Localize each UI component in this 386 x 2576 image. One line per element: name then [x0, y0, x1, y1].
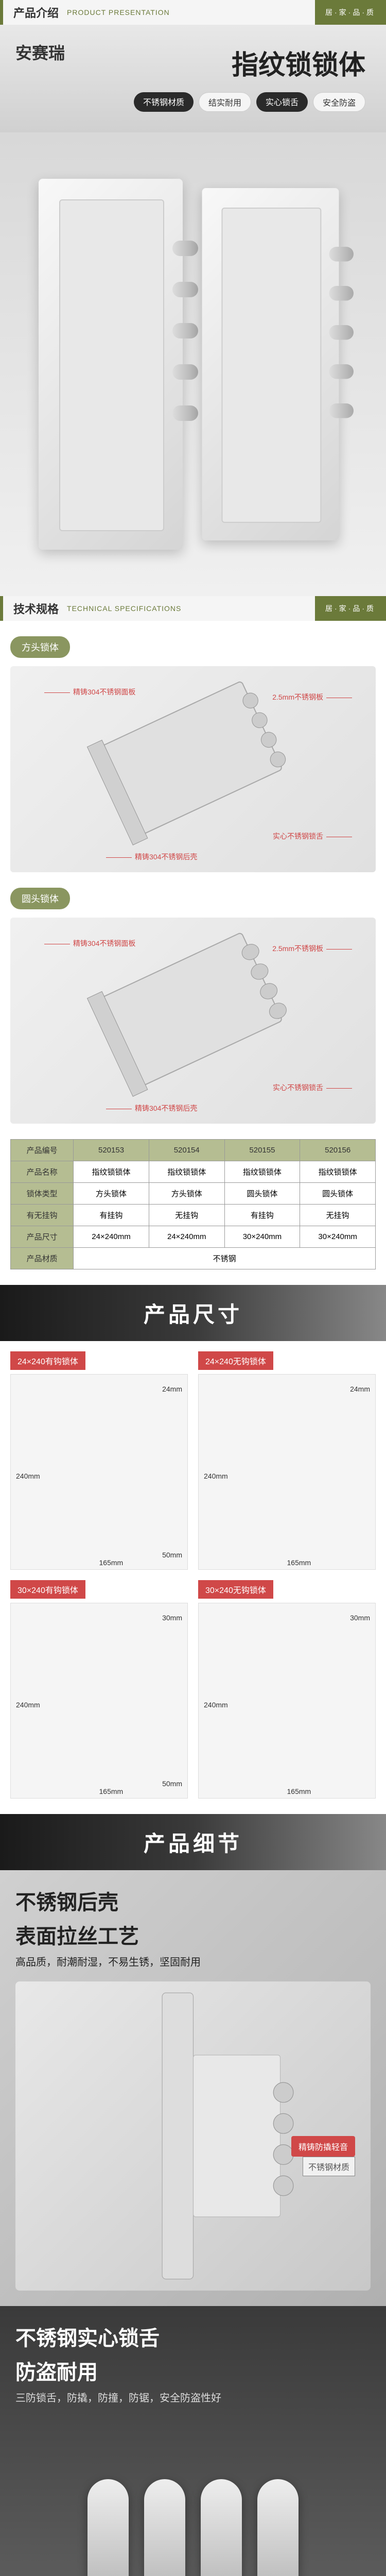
feature-pill: 实心锁舌 — [256, 92, 308, 112]
size-diagram: 240mm 24mm 165mm — [198, 1374, 376, 1570]
feature-pill-row: 不锈钢材质 结实耐用 实心锁舌 安全防盗 — [15, 92, 365, 112]
detail-title: 表面拉丝工艺 — [15, 1920, 371, 1950]
table-row: 产品材质 不锈钢 — [11, 1248, 376, 1269]
annotation: 实心不锈钢锁舌 — [273, 831, 355, 841]
hero-title: 指纹锁锁体 — [15, 43, 365, 82]
size-item: 30×240无钩锁体 240mm 30mm 165mm — [198, 1580, 376, 1799]
feature-pill: 结实耐用 — [199, 92, 251, 112]
variant-badge-square: 方头锁体 — [10, 636, 70, 658]
section-right-tag: 居·家·品·质 — [315, 0, 386, 25]
section-header-spec: 技术规格 TECHNICAL SPECIFICATIONS 居·家·品·质 — [0, 596, 386, 621]
bolt-render — [201, 2479, 242, 2576]
size-section: 24×240有钩锁体 240mm 24mm 50mm 165mm 24×240无… — [0, 1351, 386, 1814]
table-header: 520153 — [74, 1140, 149, 1161]
bolt-render — [257, 2479, 299, 2576]
lock-body-render — [39, 179, 183, 550]
size-item: 24×240无钩锁体 240mm 24mm 165mm — [198, 1351, 376, 1570]
intro-banner: 安赛瑞 指纹锁锁体 不锈钢材质 结实耐用 实心锁舌 安全防盗 — [0, 25, 386, 132]
section-right-tag: 居·家·品·质 — [315, 596, 386, 621]
section-title-zh: 产品介绍 — [13, 4, 59, 21]
size-tag: 30×240有钩锁体 — [10, 1580, 85, 1599]
size-tag: 24×240有钩锁体 — [10, 1351, 85, 1370]
size-tag: 30×240无钩锁体 — [198, 1580, 273, 1599]
bolt-render — [144, 2479, 185, 2576]
annotation: 2.5mm不锈钢板 — [272, 692, 355, 702]
section-title-zh: 技术规格 — [13, 600, 59, 617]
spec-table: 产品编号 520153 520154 520155 520156 产品名称 指纹… — [10, 1139, 376, 1269]
title-band-detail: 产品细节 — [0, 1814, 386, 1870]
variant-badge-round: 圆头锁体 — [10, 888, 70, 909]
size-diagram: 240mm 30mm 165mm — [198, 1603, 376, 1799]
table-header: 520155 — [224, 1140, 300, 1161]
size-item: 30×240有钩锁体 240mm 30mm 50mm 165mm — [10, 1580, 188, 1799]
size-tag: 24×240无钩锁体 — [198, 1351, 273, 1370]
bolt-render — [87, 2479, 129, 2576]
table-row: 有无挂钩 有挂钩 无挂钩 有挂钩 无挂钩 — [11, 1205, 376, 1226]
annotation: 2.5mm不锈钢板 — [272, 943, 355, 954]
table-header: 520156 — [300, 1140, 376, 1161]
feature-pill: 安全防盗 — [313, 92, 365, 112]
table-row: 锁体类型 方头锁体 方头锁体 圆头锁体 圆头锁体 — [11, 1183, 376, 1205]
annotation: 精铸304不锈钢后壳 — [103, 1103, 197, 1113]
table-row: 产品编号 520153 520154 520155 520156 — [11, 1140, 376, 1161]
size-diagram: 240mm 30mm 50mm 165mm — [10, 1603, 188, 1799]
lock-body-render — [202, 188, 339, 540]
feature-pill: 不锈钢材质 — [134, 92, 194, 112]
title-band-size: 产品尺寸 — [0, 1285, 386, 1341]
detail-subtitle: 高品质，耐潮耐湿，不易生锈，坚固耐用 — [15, 1954, 371, 1971]
hero-image-area — [0, 132, 386, 596]
section-header-intro: 产品介绍 PRODUCT PRESENTATION 居·家·品·质 — [0, 0, 386, 25]
annotation: 精铸304不锈钢后壳 — [103, 852, 197, 862]
annotation: 实心不锈钢锁舌 — [273, 1082, 355, 1093]
table-header: 520154 — [149, 1140, 224, 1161]
tech-diagram-square: 精铸304不锈钢面板 2.5mm不锈钢板 实心不锈钢锁舌 精铸304不锈钢后壳 — [10, 666, 376, 872]
table-row: 产品名称 指纹锁锁体 指纹锁锁体 指纹锁锁体 指纹锁锁体 — [11, 1161, 376, 1183]
tech-area: 方头锁体 精铸304不锈钢面板 2.5mm不锈钢板 实心不锈钢锁舌 精铸304不… — [0, 621, 386, 1285]
size-item: 24×240有钩锁体 240mm 24mm 50mm 165mm — [10, 1351, 188, 1570]
detail-section-1: 不锈钢后壳 表面拉丝工艺 高品质，耐潮耐湿，不易生锈，坚固耐用 精铸防撬轻音 不… — [0, 1870, 386, 2306]
detail-callout: 精铸防撬轻音 — [291, 2136, 355, 2157]
detail-subtitle: 三防锁舌，防撬，防撞，防锯，安全防盗性好 — [15, 2389, 371, 2407]
lock-detail-svg — [69, 1980, 318, 2292]
annotation: 精铸304不锈钢面板 — [41, 687, 135, 697]
detail-callout: 不锈钢材质 — [303, 2157, 355, 2176]
tech-diagram-round: 精铸304不锈钢面板 2.5mm不锈钢板 实心不锈钢锁舌 精铸304不锈钢后壳 — [10, 918, 376, 1124]
detail-image: 精铸防撬轻音 不锈钢材质 — [15, 1981, 371, 2291]
detail-section-2: 不锈钢实心锁舌 防盗耐用 三防锁舌，防撬，防撞，防锯，安全防盗性好 — [0, 2306, 386, 2576]
detail-title: 不锈钢后壳 — [15, 1886, 371, 1916]
annotation: 精铸304不锈钢面板 — [41, 938, 135, 948]
detail-title: 防盗耐用 — [15, 2355, 371, 2385]
bolt-image — [15, 2422, 371, 2576]
detail-title: 不锈钢实心锁舌 — [15, 2321, 371, 2351]
table-header: 产品编号 — [11, 1140, 74, 1161]
table-row: 产品尺寸 24×240mm 24×240mm 30×240mm 30×240mm — [11, 1226, 376, 1248]
section-title-en: PRODUCT PRESENTATION — [67, 8, 170, 16]
section-title-en: TECHNICAL SPECIFICATIONS — [67, 604, 181, 613]
size-diagram: 240mm 24mm 50mm 165mm — [10, 1374, 188, 1570]
